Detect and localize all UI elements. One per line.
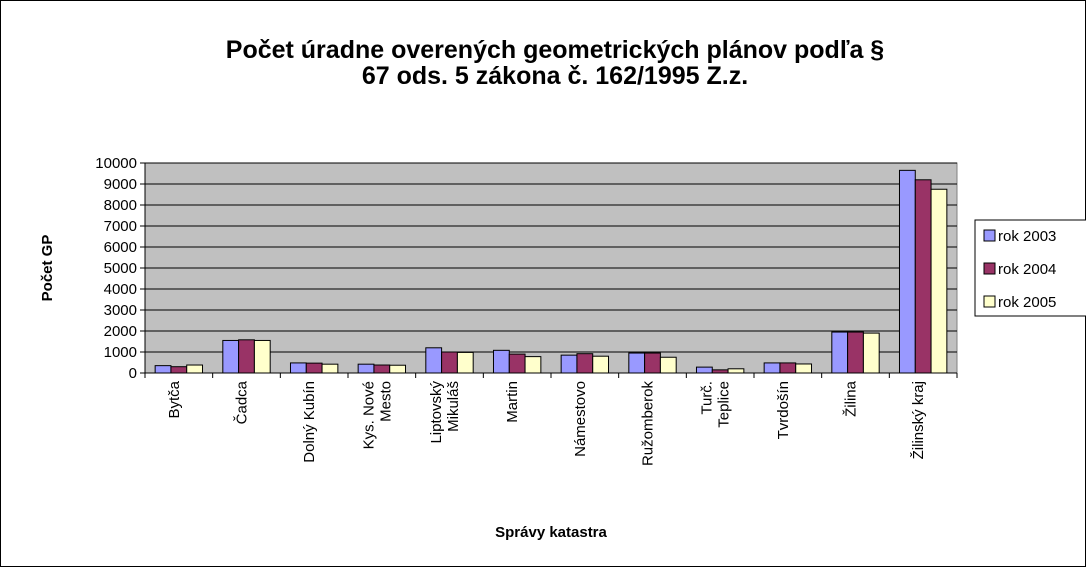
bar <box>154 365 172 374</box>
bar <box>253 339 271 374</box>
bar <box>847 331 864 374</box>
y-tick-label: 3000 <box>104 302 137 319</box>
bar <box>238 339 255 374</box>
bar <box>914 179 932 374</box>
bar <box>186 364 204 374</box>
bar <box>389 364 407 374</box>
bar <box>576 353 594 374</box>
bar <box>357 363 375 374</box>
bar <box>779 362 797 374</box>
bar <box>456 351 474 374</box>
bar <box>170 366 188 374</box>
bar <box>289 362 307 374</box>
bar <box>222 339 240 374</box>
legend-label: rok 2004 <box>998 261 1056 278</box>
bar <box>305 362 323 374</box>
bar <box>862 332 880 374</box>
bar <box>508 353 526 374</box>
bar <box>795 363 813 374</box>
x-tick-label: Žilina <box>843 380 860 417</box>
x-tick-label: Martin <box>504 381 521 423</box>
x-axis-title: Správy katastra <box>495 524 607 541</box>
x-tick-label: Žilinský kraj <box>910 381 927 459</box>
legend-swatch <box>983 229 996 242</box>
y-tick-label: 0 <box>129 365 137 382</box>
bar <box>425 347 443 374</box>
bar <box>644 352 661 374</box>
bar <box>524 356 542 374</box>
bar <box>659 356 677 374</box>
bar <box>930 188 948 374</box>
bar <box>560 354 578 374</box>
x-tick-label: LiptovskýMikuláš <box>428 381 462 444</box>
bar <box>373 364 391 374</box>
legend-label: rok 2005 <box>998 294 1056 311</box>
x-tick-label: Bytča <box>166 380 183 418</box>
y-tick-label: 2000 <box>104 323 137 340</box>
bar <box>727 368 745 374</box>
y-tick-label: 9000 <box>104 176 137 193</box>
bar <box>441 351 458 374</box>
x-tick-label: Tvrdošín <box>775 381 792 439</box>
y-axis-title: Počet GP <box>39 235 56 302</box>
y-tick-label: 6000 <box>104 239 137 256</box>
bar <box>492 349 510 374</box>
legend-label: rok 2003 <box>998 228 1056 245</box>
bar <box>592 355 610 374</box>
y-tick-label: 5000 <box>104 260 137 277</box>
chart-title: Počet úradne overených geometrických plá… <box>226 36 884 90</box>
y-tick-label: 8000 <box>104 197 137 214</box>
legend-swatch <box>983 295 996 308</box>
x-tick-label: Čadca <box>234 380 251 424</box>
bar <box>695 366 713 374</box>
x-tick-label: Kys. NovéMesto <box>360 381 394 449</box>
bar <box>711 369 729 374</box>
y-tick-label: 10000 <box>95 155 137 172</box>
bar <box>831 331 849 374</box>
y-tick-label: 7000 <box>104 218 137 235</box>
legend-swatch <box>983 262 996 275</box>
bar <box>628 352 646 374</box>
x-tick-label: Námestovo <box>572 381 589 457</box>
bar <box>321 363 339 374</box>
x-tick-label: Ružomberok <box>640 381 657 467</box>
bar <box>898 169 916 374</box>
x-tick-label: Dolný Kubín <box>301 381 318 463</box>
y-tick-label: 4000 <box>104 281 137 298</box>
bar <box>763 362 781 374</box>
y-tick-label: 1000 <box>104 344 137 361</box>
x-tick-label: Turč.Teplice <box>699 381 733 428</box>
